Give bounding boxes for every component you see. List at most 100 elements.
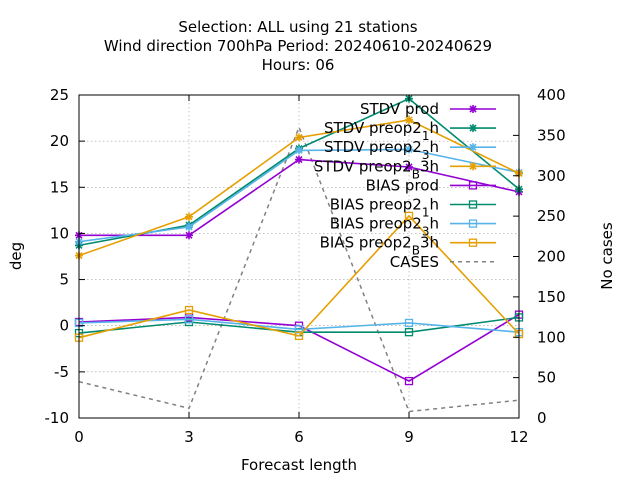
legend-text: CASES [390,253,439,271]
marker-stroke [185,223,193,231]
title-line-1: Selection: ALL using 21 stations [178,18,417,36]
marker-stroke [469,162,477,170]
y-axis-label: deg [7,242,25,270]
data-point [404,328,414,337]
marker-stroke [469,105,477,113]
legend-subscript: 3 [422,148,430,162]
legend-marker [468,238,478,247]
legend-marker [469,143,477,152]
legend-subscript: B [412,167,420,181]
y-tick-label: 10 [50,224,69,242]
legend-label: STDV preop21h [324,119,439,143]
grid [79,95,519,418]
legend-marker [468,219,478,228]
legend-text: 3h [420,157,439,175]
data-point [405,162,413,171]
legend-text: BIAS preop2 [320,234,412,252]
x-tick-label: 0 [74,428,84,446]
legend-entry-bias-prod: BIAS prod [366,176,496,194]
series-line [78,125,520,413]
y2-tick-label: 150 [537,288,566,306]
y2-tick-label: 300 [537,167,566,185]
series-cases [78,125,520,413]
data-point [295,133,303,142]
legend-label: STDV preop2B3h [314,157,439,181]
legend-label: STDV preop23h [324,138,439,162]
y2-tick-label: 350 [537,126,566,144]
marker-stroke [185,213,193,221]
marker-stroke [405,116,413,124]
legend-entry-stdv-preop2-1h: STDV preop21h [324,119,496,143]
legend-marker [469,162,477,171]
data-point [294,331,304,341]
data-point [405,115,413,124]
x-tick-label: 6 [294,428,304,446]
marker-stroke [295,156,303,164]
legend-label: BIAS preop21h [330,196,439,220]
data-point [185,212,193,221]
y2-tick-label: 200 [537,248,566,266]
legend-entry-stdv-prod: STDV prod [360,100,496,118]
legend-entry-bias-preop2-b3h: BIAS preop2B3h [320,234,496,258]
legend-marker [468,181,478,190]
legend-text: BIAS preop2 [330,196,422,214]
legend-text: h [429,119,439,137]
legend-entry-bias-preop2-1h: BIAS preop21h [330,196,496,220]
y2-axis-label: No cases [598,222,616,290]
marker-stroke [469,143,477,151]
data-point [404,376,414,386]
y-tick-label: -10 [45,409,70,427]
y-tick-label: 5 [59,271,69,289]
data-point [185,222,193,231]
legend-entry-stdv-preop2-b3h: STDV preop2B3h [314,157,496,181]
marker-stroke [469,124,477,132]
legend-label: BIAS preop23h [330,215,439,239]
title-line-3: Hours: 06 [262,56,335,74]
legend-text: BIAS prod [366,176,439,194]
legend-text: STDV prod [360,100,439,118]
legend-marker [469,124,477,133]
legend-label: BIAS preop2B3h [320,234,439,258]
marker-stroke [185,231,193,239]
legend-marker [468,200,478,209]
y-tick-label: 20 [50,132,69,150]
marker-stroke [295,133,303,142]
data-point [295,155,303,164]
series-line [78,318,520,333]
y-tick-label: 15 [50,178,69,196]
legend-text: h [429,215,439,233]
x-tick-label: 9 [404,428,414,446]
x-axis-label: Forecast length [241,456,357,474]
x-tick-label: 12 [509,428,528,446]
y-tick-label: 0 [59,317,69,335]
legend-text: STDV preop2 [314,157,412,175]
legend-subscript: B [412,244,420,258]
legend-label: CASES [390,253,439,271]
y-tick-label: 25 [50,86,69,104]
series-line [78,214,520,339]
data-point [405,145,413,154]
data-point [295,146,303,155]
data-point [184,315,194,324]
marker-stroke [295,146,303,154]
legend-text: BIAS preop2 [330,215,422,233]
legend-text: 3h [420,234,439,252]
series-layer [74,94,524,413]
legend-marker [469,105,477,113]
y-tick-label: -5 [54,363,69,381]
legend-label: BIAS prod [366,176,439,194]
legend-entry-cases: CASES [390,253,496,271]
y2-tick-label: 400 [537,86,566,104]
data-point [404,211,414,221]
y2-tick-label: 250 [537,207,566,225]
legend-text: h [429,196,439,214]
y2-tick-label: 100 [537,328,566,346]
marker-stroke [405,145,413,154]
series-bias-preop2-3h [74,315,524,337]
y2-tick-label: 50 [537,369,556,387]
y2-tick-label: 0 [537,409,547,427]
legend-subscript: 1 [422,206,430,220]
legend-label: STDV prod [360,100,439,118]
